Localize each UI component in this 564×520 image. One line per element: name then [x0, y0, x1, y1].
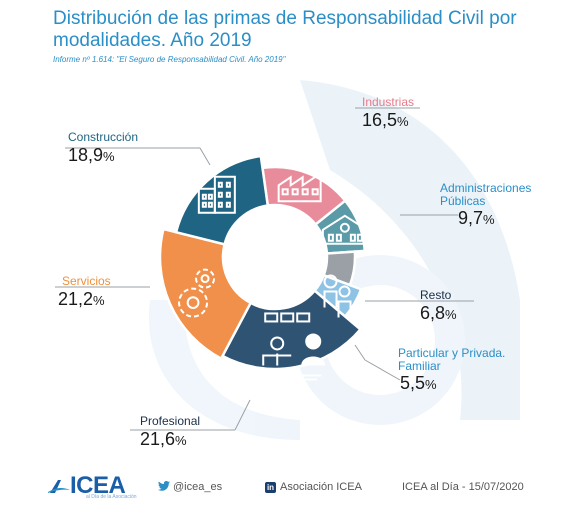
value-label-profesional: 21,6%: [140, 429, 187, 449]
callout-lines: [55, 107, 474, 431]
category-label-servicios: Servicios: [62, 274, 111, 288]
linkedin-name: Asociación ICEA: [280, 481, 362, 493]
value-label-industrias: 16,5%: [362, 110, 409, 130]
value-label-construccion: 18,9%: [68, 145, 115, 165]
logo-swoosh-icon: [48, 480, 70, 493]
callout-connector-particular-y-privada-familiar: [354, 344, 366, 361]
page-title: Distribución de las primas de Responsabi…: [53, 8, 517, 51]
donut-hole: [223, 205, 327, 309]
logo-text: ICEA: [70, 472, 126, 499]
callout-connector-construccion: [199, 147, 211, 166]
meeting-icon: [262, 312, 326, 381]
factory-icon: [277, 162, 322, 203]
slice-icons: [178, 162, 368, 381]
logo-subtext: al Día de la Asociación: [86, 494, 137, 500]
donut-slices: [158, 154, 367, 371]
linkedin-icon: in: [265, 482, 276, 493]
category-label-profesional: Profesional: [140, 414, 200, 428]
icea-logo: ICEA: [48, 472, 126, 500]
edition-date: ICEA al Día - 15/07/2020: [402, 481, 524, 493]
callout-line-particular-y-privada-familiar: [364, 359, 401, 381]
value-label-particular-y-privada-familiar: 5,5%: [400, 373, 437, 393]
gears-icon: [178, 268, 216, 318]
report-subtitle: Informe nº 1.614: "El Seguro de Responsa…: [53, 55, 286, 64]
twitter-icon: [158, 481, 170, 491]
twitter-handle: @icea_es: [173, 481, 223, 493]
twitter-link[interactable]: @icea_es: [158, 481, 222, 493]
callout-connector-profesional: [234, 399, 251, 431]
value-label-resto: 6,8%: [420, 303, 457, 323]
category-label-administraciones-publicas: Administraciones Públicas: [440, 181, 531, 208]
family-icon: [323, 274, 352, 318]
value-label-administraciones-publicas: 9,7%: [458, 208, 495, 228]
school-building-icon: [321, 214, 368, 245]
category-label-industrias: Industrias: [362, 95, 414, 109]
office-building-icon: [197, 175, 236, 214]
linkedin-link[interactable]: in Asociación ICEA: [265, 481, 362, 493]
category-label-resto: Resto: [420, 288, 452, 302]
category-label-construccion: Construcción: [68, 130, 138, 144]
category-label-particular-y-privada-familiar: Particular y Privada. Familiar: [398, 346, 505, 373]
value-label-servicios: 21,2%: [58, 289, 105, 309]
